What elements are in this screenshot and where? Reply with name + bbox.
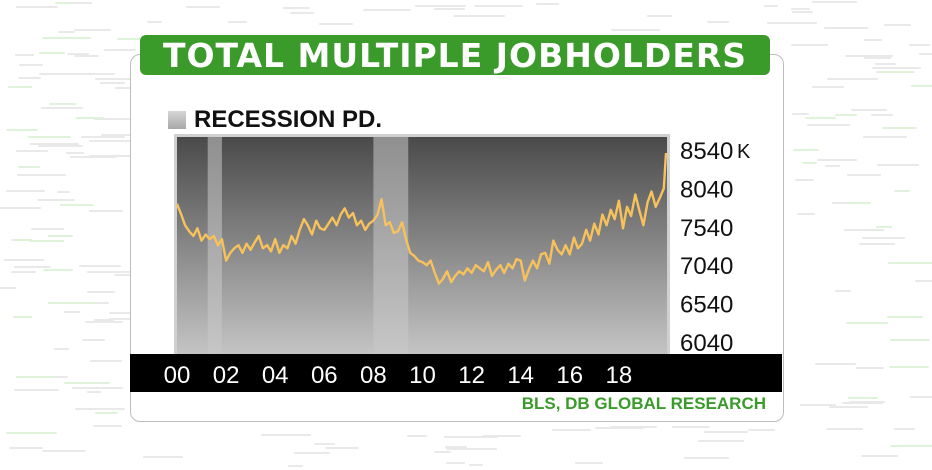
x-tick-label-12: 12 bbox=[458, 362, 485, 389]
x-tick-label-08: 08 bbox=[360, 362, 387, 389]
plot-area bbox=[177, 137, 667, 354]
legend: RECESSION PD. bbox=[168, 106, 382, 134]
x-tick-label-06: 06 bbox=[311, 362, 338, 389]
legend-label: RECESSION PD. bbox=[194, 106, 383, 133]
source-label: BLS, DB GLOBAL RESEARCH bbox=[521, 394, 766, 413]
recession-band-1 bbox=[373, 137, 409, 354]
y-unit-label: K bbox=[737, 141, 751, 163]
x-tick-label-14: 14 bbox=[507, 362, 534, 389]
x-axis-bar bbox=[130, 354, 782, 392]
x-tick-label-16: 16 bbox=[556, 362, 583, 389]
recession-swatch-icon bbox=[168, 111, 186, 129]
y-tick-label-7540: 7540 bbox=[680, 215, 733, 242]
x-tick-label-00: 00 bbox=[164, 362, 191, 389]
y-tick-label-6040: 6040 bbox=[680, 330, 733, 357]
y-tick-label-7040: 7040 bbox=[680, 253, 733, 280]
chart-title: TOTAL MULTIPLE JOBHOLDERS bbox=[162, 35, 748, 75]
series-line-multiple-jobholders bbox=[175, 153, 668, 285]
y-tick-label-8540: 8540 bbox=[680, 138, 733, 165]
y-tick-label-6540: 6540 bbox=[680, 292, 733, 319]
title-banner: TOTAL MULTIPLE JOBHOLDERS bbox=[140, 35, 770, 75]
x-tick-label-10: 10 bbox=[409, 362, 436, 389]
recession-band-0 bbox=[207, 137, 222, 354]
x-tick-label-02: 02 bbox=[213, 362, 240, 389]
x-tick-label-04: 04 bbox=[262, 362, 289, 389]
y-tick-label-8040: 8040 bbox=[680, 176, 733, 203]
x-tick-label-18: 18 bbox=[606, 362, 633, 389]
